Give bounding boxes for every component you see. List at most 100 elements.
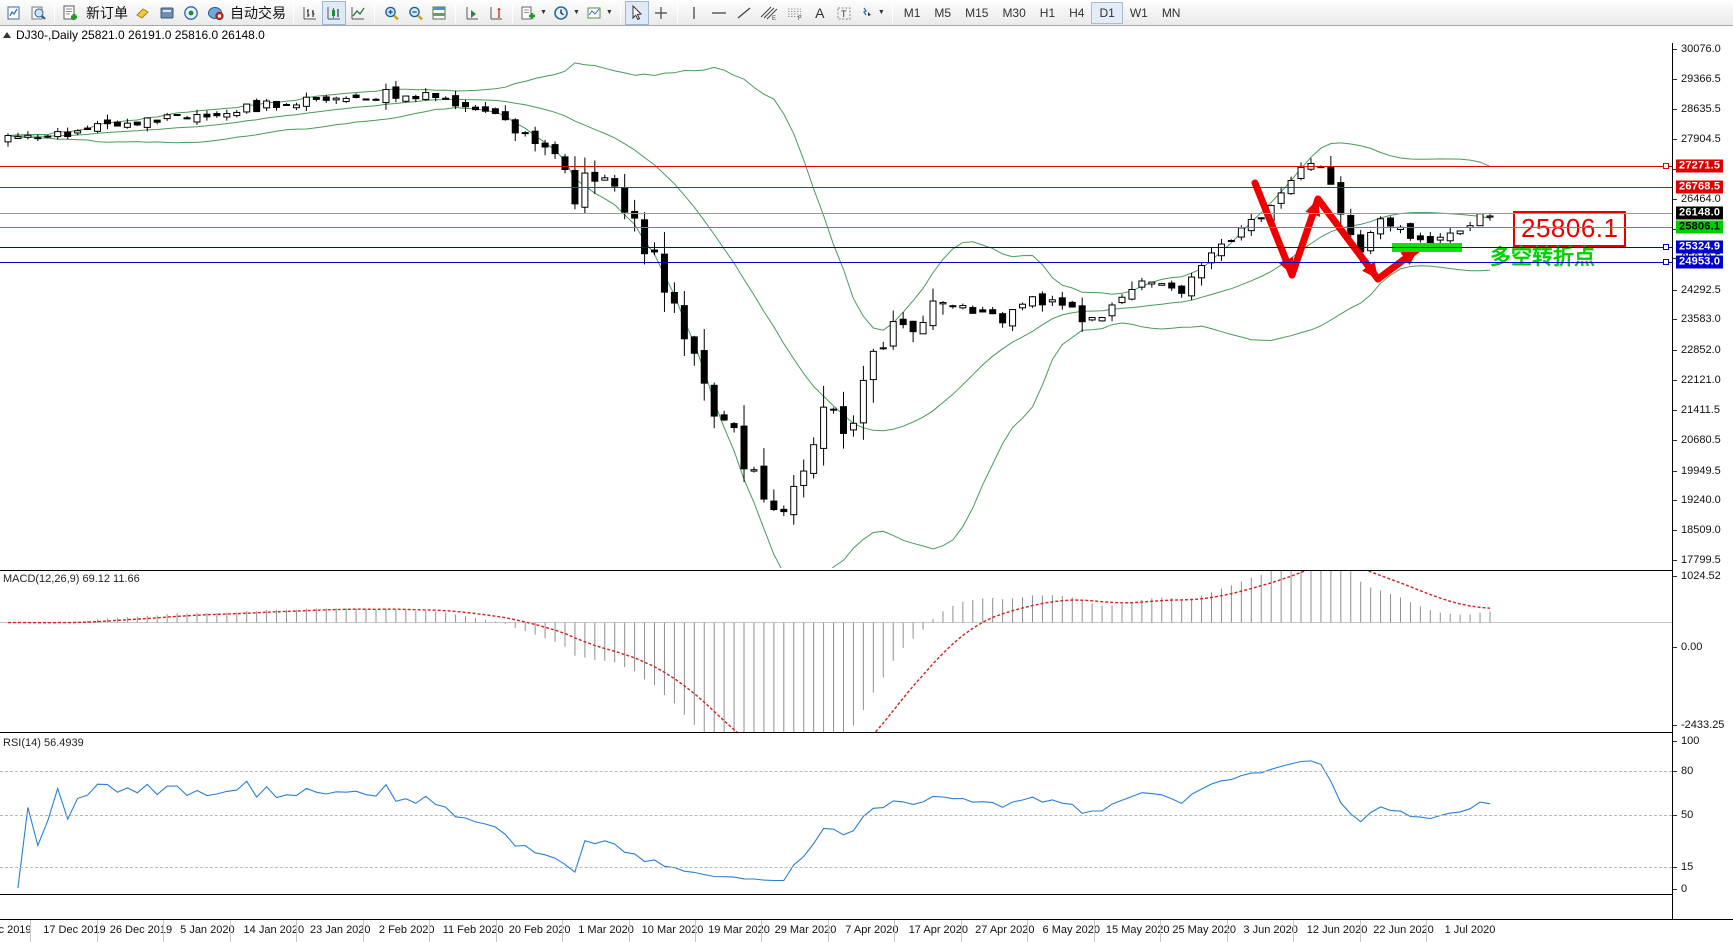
indicators-icon[interactable]: ▼: [517, 1, 550, 25]
price-level-tag-support[interactable]: 24953.0: [1676, 255, 1724, 269]
chevron-down-icon[interactable]: ▼: [572, 9, 580, 16]
auto-trading-icon[interactable]: [203, 1, 227, 25]
toolbar-separator: [293, 2, 294, 23]
rsi-chart-canvas[interactable]: [0, 735, 1672, 894]
candlestick: [392, 80, 400, 103]
candlestick: [1436, 233, 1444, 245]
candlestick: [800, 459, 808, 498]
candlestick: [1237, 225, 1245, 241]
price-level-handle[interactable]: [1663, 259, 1669, 266]
cursor-icon[interactable]: [624, 0, 649, 25]
bar-chart-icon[interactable]: [298, 1, 322, 25]
price-level-tag-support[interactable]: 25324.9: [1676, 240, 1724, 254]
magnifier-doc-icon[interactable]: [26, 1, 50, 25]
candlestick: [113, 120, 121, 127]
new-chart-icon[interactable]: [2, 1, 26, 25]
candlestick: [1208, 246, 1216, 270]
chevron-down-icon[interactable]: ▼: [540, 9, 547, 16]
timeframe-m1[interactable]: M1: [903, 5, 921, 20]
new-order-label[interactable]: 新订单: [86, 4, 128, 21]
grid-icon[interactable]: [427, 1, 451, 25]
signal-icon[interactable]: [179, 1, 203, 25]
text-label-icon[interactable]: T: [832, 1, 856, 25]
auto-scroll-icon[interactable]: [484, 1, 508, 25]
time-axis-label: 27 Apr 2020: [975, 924, 1035, 936]
line-chart-icon[interactable]: [346, 1, 370, 25]
zoom-out-icon[interactable]: [403, 1, 427, 25]
price-tick: 17799.5: [1673, 554, 1721, 566]
collapse-icon[interactable]: [3, 32, 11, 38]
timeframe-m15[interactable]: M15: [965, 5, 989, 20]
time-axis-separator: [695, 920, 696, 942]
candlestick-chart-icon[interactable]: [322, 0, 346, 25]
toolbar-separator: [374, 2, 375, 23]
chevron-down-icon[interactable]: ▼: [605, 9, 613, 16]
macd-pane[interactable]: MACD(12,26,9) 69.12 11.66: [0, 570, 1672, 733]
price-level-line-last-price[interactable]: [0, 212, 1672, 214]
fibonacci-icon[interactable]: F: [782, 1, 808, 25]
price-level-line-support[interactable]: [0, 226, 1672, 228]
templates-icon[interactable]: ▼: [583, 1, 616, 25]
candlestick: [362, 98, 370, 101]
shapes-icon[interactable]: ▼: [856, 1, 888, 25]
candlestick: [700, 329, 708, 401]
macd-chart-canvas[interactable]: [0, 571, 1672, 732]
candlestick: [1347, 208, 1355, 238]
chart-area[interactable]: MACD(12,26,9) 69.12 11.66 RSI(14) 56.493…: [0, 43, 1733, 919]
toolbar-separator: [455, 2, 456, 23]
chevron-down-icon[interactable]: ▼: [877, 9, 885, 16]
candlestick: [471, 105, 479, 111]
new-order-icon[interactable]: [59, 1, 83, 25]
price-level-tag-support[interactable]: 25806.1: [1676, 220, 1724, 234]
timeframe-w1[interactable]: W1: [1129, 5, 1148, 20]
timeframe-d1[interactable]: D1: [1091, 1, 1123, 24]
price-level-tag-last-price[interactable]: 26148.0: [1676, 206, 1724, 219]
price-tick: 29366.5: [1673, 73, 1721, 85]
timeframe-m30[interactable]: M30: [1002, 5, 1026, 20]
crosshair-icon[interactable]: [649, 1, 673, 25]
price-level-line-support[interactable]: [0, 262, 1672, 264]
time-axis-label: 10 Mar 2020: [641, 924, 704, 936]
timeframe-h4[interactable]: H4: [1069, 5, 1085, 20]
candlestick: [909, 320, 917, 343]
candlestick: [332, 96, 340, 105]
candlestick: [412, 94, 420, 103]
zoom-in-icon[interactable]: [379, 1, 403, 25]
chart-shift-icon[interactable]: [460, 1, 484, 25]
trendline-icon[interactable]: [732, 1, 756, 25]
price-level-tag-resistance[interactable]: 26768.5: [1676, 180, 1724, 194]
candlestick: [929, 288, 937, 331]
equidistant-channel-icon[interactable]: E: [756, 1, 782, 25]
candlestick: [1168, 280, 1176, 291]
price-level-line-support[interactable]: [0, 246, 1672, 248]
price-level-line-resistance[interactable]: [0, 186, 1672, 188]
horizontal-line-icon[interactable]: [706, 1, 732, 25]
price-pane[interactable]: [0, 43, 1672, 568]
price-level-line-resistance[interactable]: [0, 165, 1672, 167]
candlestick: [1367, 230, 1375, 255]
price-level-tag-resistance[interactable]: 27271.5: [1676, 159, 1724, 173]
candlestick: [1476, 213, 1484, 227]
period-icon[interactable]: ▼: [550, 1, 583, 25]
timeframe-h1[interactable]: H1: [1039, 5, 1056, 20]
text-icon[interactable]: A: [815, 4, 825, 21]
expert-advisor-icon[interactable]: [131, 1, 155, 25]
time-axis-separator: [761, 920, 763, 942]
auto-trading-label[interactable]: 自动交易: [230, 4, 286, 21]
price-axis[interactable]: 30076.029366.528635.527904.527193.026464…: [1672, 43, 1733, 919]
timeframe-m5[interactable]: M5: [934, 5, 952, 20]
vertical-line-icon[interactable]: [682, 1, 706, 25]
price-chart-canvas[interactable]: [0, 43, 1672, 568]
candlestick: [442, 96, 450, 100]
timeframe-mn[interactable]: MN: [1161, 5, 1181, 20]
time-axis-label: 15 May 2020: [1105, 924, 1170, 936]
time-axis-label: 7 Apr 2020: [845, 924, 899, 936]
rsi-pane[interactable]: RSI(14) 56.4939: [0, 735, 1672, 895]
candlestick: [670, 282, 678, 313]
price-level-handle[interactable]: [1663, 243, 1669, 250]
price-level-handle[interactable]: [1663, 162, 1669, 169]
candlestick: [193, 109, 201, 125]
data-window-icon[interactable]: [155, 1, 179, 25]
candlestick: [372, 97, 380, 102]
